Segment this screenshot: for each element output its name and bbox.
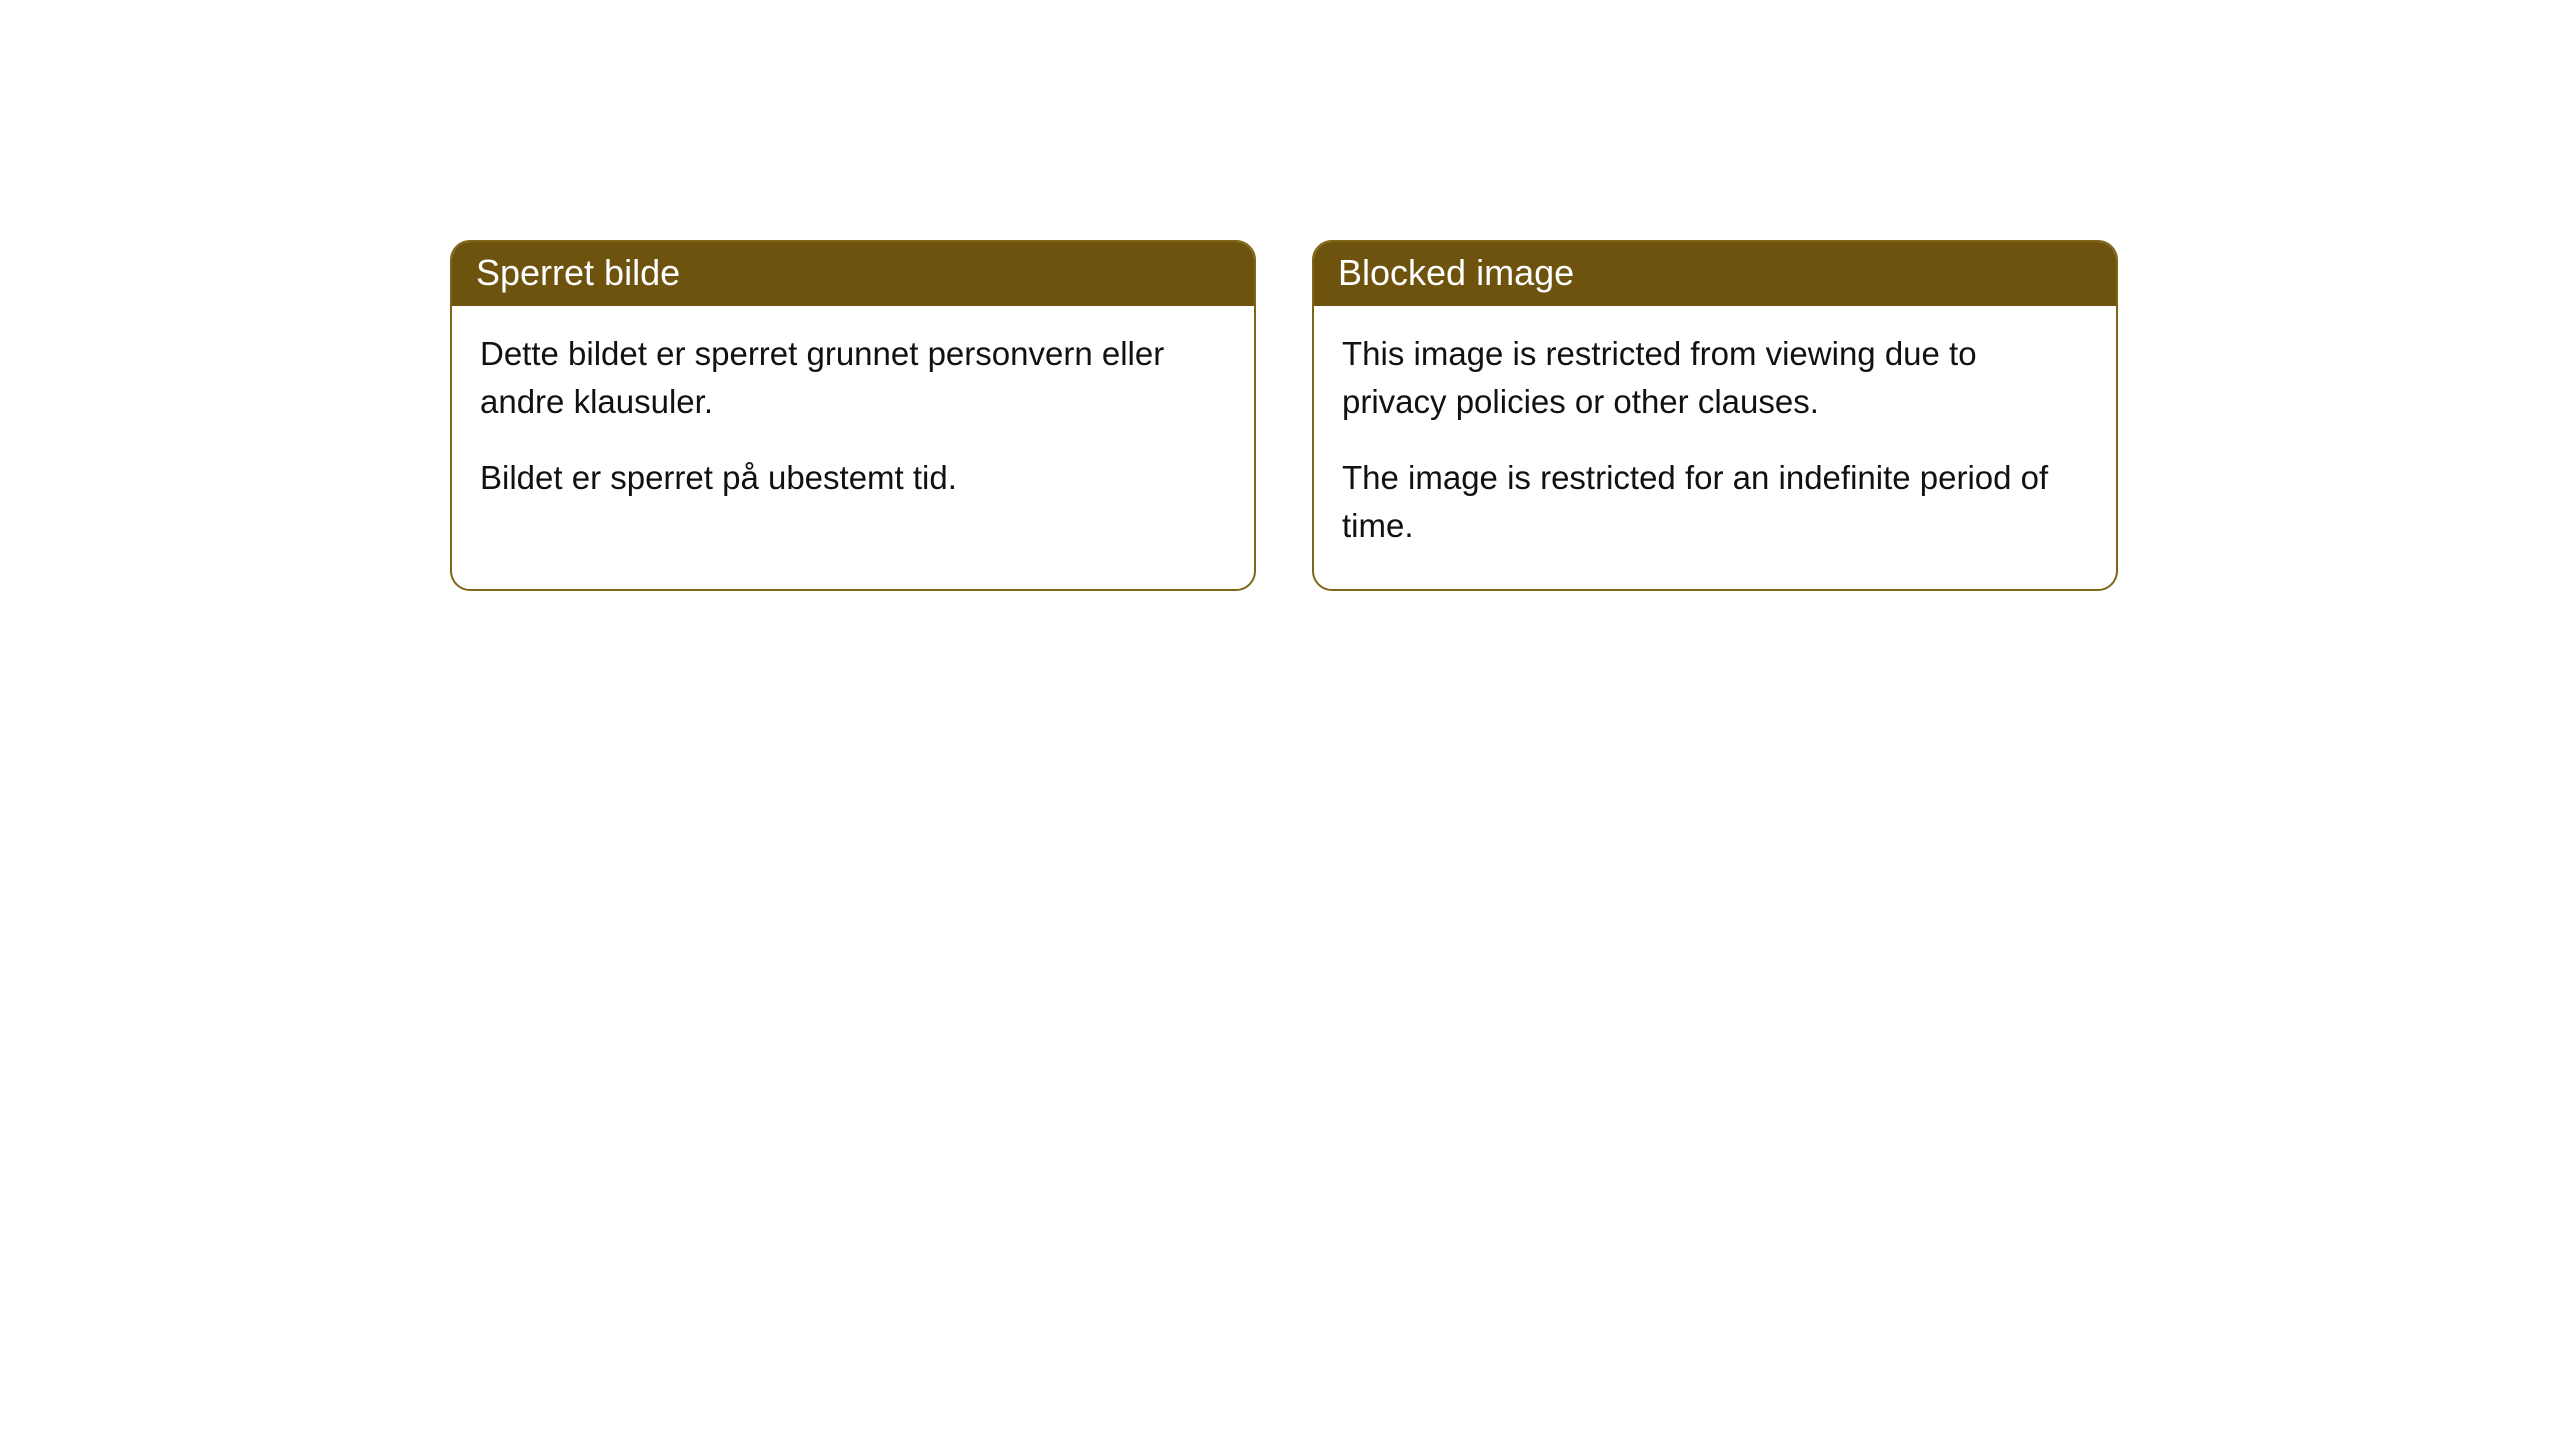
blocked-image-card-no: Sperret bilde Dette bildet er sperret gr… [450, 240, 1256, 591]
card-body-en: This image is restricted from viewing du… [1314, 306, 2116, 589]
card-paragraph-no-1: Dette bildet er sperret grunnet personve… [480, 330, 1226, 426]
card-header-en: Blocked image [1314, 242, 2116, 306]
card-header-no: Sperret bilde [452, 242, 1254, 306]
card-paragraph-en-1: This image is restricted from viewing du… [1342, 330, 2088, 426]
cards-container: Sperret bilde Dette bildet er sperret gr… [450, 240, 2118, 591]
card-paragraph-en-2: The image is restricted for an indefinit… [1342, 454, 2088, 550]
card-paragraph-no-2: Bildet er sperret på ubestemt tid. [480, 454, 1226, 502]
card-body-no: Dette bildet er sperret grunnet personve… [452, 306, 1254, 542]
blocked-image-card-en: Blocked image This image is restricted f… [1312, 240, 2118, 591]
